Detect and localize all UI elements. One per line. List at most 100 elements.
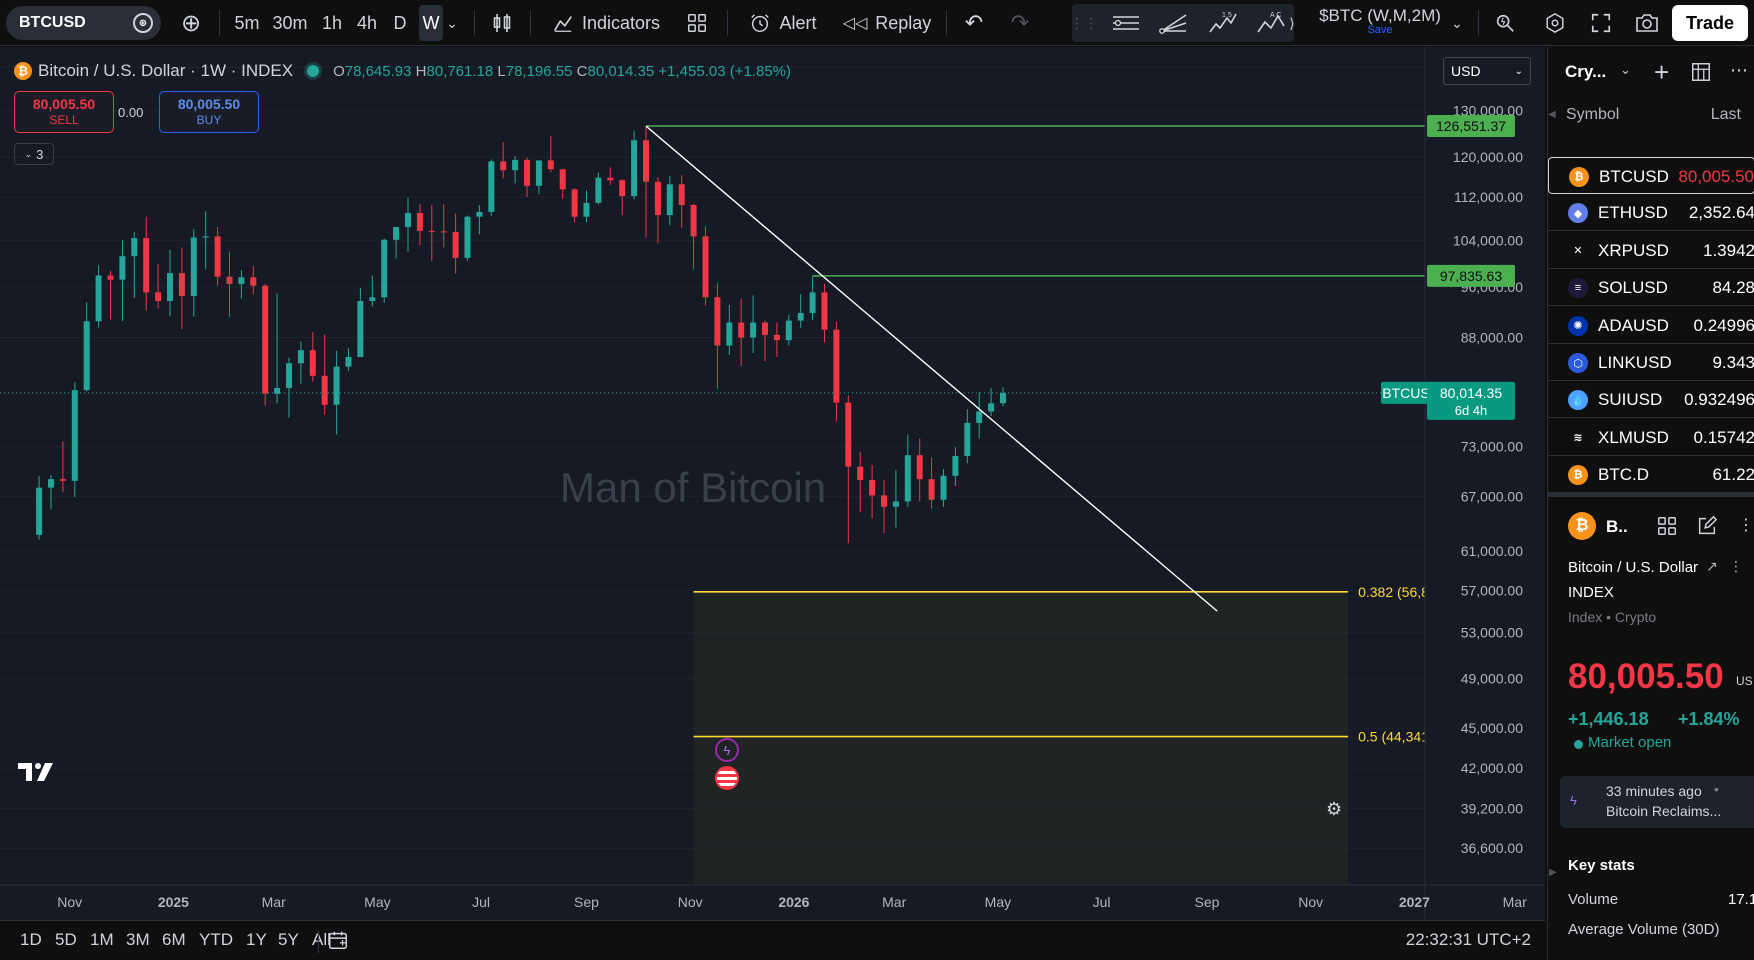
interval-d[interactable]: D — [393, 12, 407, 33]
candle[interactable] — [869, 464, 876, 519]
range-1y[interactable]: 1Y — [246, 930, 267, 949]
candle[interactable] — [369, 275, 376, 307]
range-6m[interactable]: 6M — [162, 930, 186, 949]
interval-dropdown-icon[interactable]: ⌄ — [446, 14, 458, 31]
column-symbol[interactable]: Symbol — [1566, 106, 1620, 123]
symbol-search-box[interactable]: BTCUSD ⊕ — [6, 6, 161, 40]
range-1d[interactable]: 1D — [20, 930, 42, 949]
candle[interactable] — [345, 348, 352, 371]
watchlist-row[interactable]: ₿ BTC.D 61.22 — [1548, 456, 1754, 494]
candle[interactable] — [524, 157, 530, 198]
candle[interactable] — [762, 320, 768, 362]
candle[interactable] — [738, 298, 745, 367]
watchlist-row[interactable]: ✕ XRPUSD 1.3942 — [1548, 232, 1754, 269]
watchlist-row[interactable]: ≋ XLMUSD 0.15742 — [1548, 419, 1754, 456]
candle[interactable] — [928, 457, 935, 509]
candle[interactable] — [916, 438, 923, 502]
candle[interactable] — [190, 229, 197, 317]
indicators-button[interactable]: Indicators — [545, 5, 667, 41]
candle[interactable] — [976, 392, 983, 439]
candle[interactable] — [940, 469, 947, 507]
range-all[interactable]: All — [312, 930, 331, 949]
camera-snapshot-icon[interactable] — [1630, 5, 1664, 41]
long-position-icon[interactable] — [1106, 5, 1146, 41]
tradingview-logo[interactable] — [18, 761, 58, 788]
candle[interactable] — [1000, 387, 1006, 407]
candle[interactable] — [405, 197, 411, 252]
candle[interactable] — [678, 175, 685, 228]
candle[interactable] — [333, 350, 340, 435]
candle[interactable] — [48, 474, 54, 510]
candle[interactable] — [143, 216, 150, 311]
candle[interactable] — [702, 226, 709, 306]
candle[interactable] — [226, 251, 233, 317]
candle[interactable] — [59, 441, 66, 492]
chart-pane[interactable]: Man of Bitcoin 0.382 (56,857.56) 0.5 (44,3… — [0, 47, 1545, 920]
candle[interactable] — [262, 283, 269, 406]
indicator-collapse-button[interactable]: ⌄ 3 — [14, 143, 54, 165]
watchlist-row[interactable]: ⬡ LINKUSD 9.343 — [1548, 344, 1754, 381]
external-link-icon[interactable]: ↗ — [1706, 558, 1718, 574]
candle[interactable] — [619, 179, 626, 216]
elliott-wave-icon[interactable]: 1 5 — [1203, 5, 1243, 41]
candle[interactable] — [666, 176, 673, 226]
candle[interactable] — [381, 238, 388, 303]
candle[interactable] — [797, 294, 804, 328]
candle[interactable] — [416, 203, 423, 246]
candle[interactable] — [559, 168, 566, 199]
sell-button[interactable]: 80,005.50 SELL — [14, 91, 114, 133]
range-5d[interactable]: 5D — [55, 930, 77, 949]
layout-dropdown-icon[interactable]: ⌄ — [1451, 14, 1463, 31]
candle[interactable] — [988, 387, 995, 417]
candle[interactable] — [643, 126, 649, 238]
legend-title[interactable]: Bitcoin / U.S. Dollar · 1W · INDEX — [38, 61, 294, 80]
interval-30m[interactable]: 30m — [272, 12, 308, 33]
add-symbol-icon[interactable]: + — [1654, 57, 1670, 87]
candle[interactable] — [297, 341, 304, 384]
candle[interactable] — [881, 479, 887, 534]
candle[interactable] — [202, 211, 209, 270]
currency-select[interactable]: USD ⌄ — [1443, 57, 1531, 85]
candle[interactable] — [583, 190, 590, 223]
news-item[interactable]: ϟ 33 minutes ago • Bitcoin Reclaims... — [1560, 776, 1754, 828]
watchlist-row[interactable]: ✺ ADAUSD 0.24996 — [1548, 307, 1754, 344]
range-1m[interactable]: 1M — [90, 930, 114, 949]
candle[interactable] — [833, 321, 840, 422]
interval-1h[interactable]: 1h — [321, 12, 343, 33]
column-last[interactable]: Last — [1710, 106, 1741, 123]
layout-save-button[interactable]: $BTC (W,M,2M) Save — [1310, 5, 1450, 41]
date-range-icon[interactable] — [327, 929, 349, 956]
more-options-icon[interactable]: ⋮ — [1738, 517, 1754, 534]
time-axis-settings-icon[interactable]: ⚙ — [1326, 799, 1343, 819]
templates-grid-icon[interactable] — [680, 5, 714, 41]
compare-icon[interactable]: ⊕ — [133, 13, 153, 33]
candle[interactable] — [714, 283, 721, 389]
candle[interactable] — [476, 205, 483, 235]
candle[interactable] — [857, 451, 864, 513]
expand-handle-icon[interactable]: ▶ — [1549, 867, 1557, 878]
interval-w[interactable]: W — [419, 5, 443, 41]
candle[interactable] — [547, 136, 554, 173]
fullscreen-icon[interactable] — [1584, 5, 1618, 41]
chart-type-candles-icon[interactable] — [485, 5, 519, 41]
candle[interactable] — [95, 265, 102, 328]
edit-note-icon[interactable] — [1696, 515, 1718, 542]
undo-icon[interactable]: ↶ — [964, 10, 984, 35]
candle[interactable] — [488, 159, 495, 217]
watchlist-dropdown-icon[interactable]: ⌄ — [1620, 62, 1631, 77]
candle[interactable] — [428, 205, 435, 261]
more-options-icon[interactable]: ⋮ — [1729, 558, 1743, 574]
alert-button[interactable]: Alert — [740, 5, 826, 41]
candle[interactable] — [690, 203, 697, 270]
add-symbol-icon[interactable]: ⊕ — [180, 9, 202, 37]
range-ytd[interactable]: YTD — [199, 930, 233, 949]
watchlist-row[interactable]: ◆ ETHUSD 2,352.64 — [1548, 194, 1754, 232]
fib-zone[interactable] — [693, 591, 1349, 885]
abcd-pattern-icon[interactable]: A C — [1251, 5, 1291, 41]
detail-short-name[interactable]: B.. — [1606, 517, 1628, 536]
more-options-icon[interactable]: ⋯ — [1730, 60, 1748, 80]
candle[interactable] — [773, 322, 780, 358]
quick-search-icon[interactable] — [1488, 5, 1522, 41]
candle[interactable] — [214, 227, 221, 286]
candle[interactable] — [535, 160, 542, 195]
